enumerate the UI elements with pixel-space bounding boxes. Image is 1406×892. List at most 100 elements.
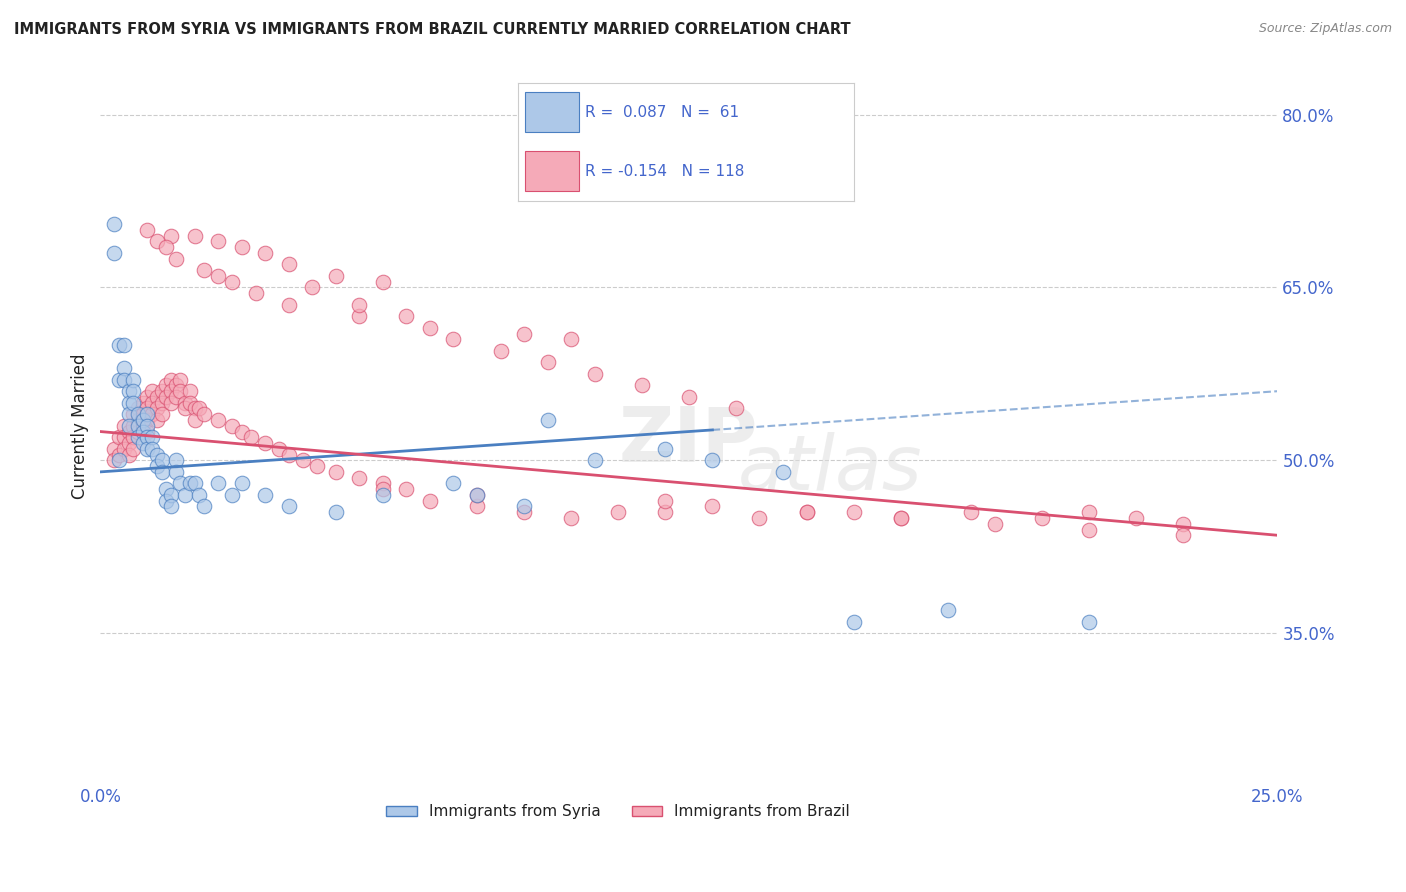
Point xyxy=(277,500,299,514)
Point xyxy=(371,488,394,502)
Point xyxy=(277,298,299,312)
Point xyxy=(630,378,652,392)
Point xyxy=(245,286,267,301)
Point xyxy=(165,252,187,266)
Point xyxy=(117,407,139,421)
Point xyxy=(654,442,676,456)
Point xyxy=(207,235,229,249)
Point xyxy=(165,465,187,479)
Point xyxy=(169,373,191,387)
Point xyxy=(277,448,299,462)
Point xyxy=(174,401,197,416)
Point xyxy=(183,413,205,427)
Point xyxy=(371,476,394,491)
Point xyxy=(1125,511,1147,525)
Point xyxy=(277,257,299,271)
Point xyxy=(349,298,371,312)
Point xyxy=(169,476,191,491)
Point xyxy=(1078,615,1101,629)
Point xyxy=(371,482,394,496)
Point xyxy=(291,453,314,467)
Point xyxy=(141,384,163,399)
Point xyxy=(155,378,177,392)
Point xyxy=(108,373,131,387)
Point xyxy=(165,390,187,404)
Point xyxy=(122,395,145,409)
Point xyxy=(984,516,1007,531)
Point xyxy=(160,500,183,514)
Legend: Immigrants from Syria, Immigrants from Brazil: Immigrants from Syria, Immigrants from B… xyxy=(381,798,856,825)
Text: ZIP: ZIP xyxy=(619,403,759,477)
Point xyxy=(103,453,125,467)
Point xyxy=(127,401,149,416)
Point xyxy=(1031,511,1053,525)
Point xyxy=(231,240,253,254)
Point xyxy=(160,384,183,399)
Point xyxy=(179,384,201,399)
Point xyxy=(136,407,159,421)
Point xyxy=(654,505,676,519)
Point xyxy=(702,500,724,514)
Point xyxy=(890,511,912,525)
Point xyxy=(325,268,347,283)
Point xyxy=(132,395,155,409)
Point xyxy=(240,430,263,444)
Point xyxy=(132,425,155,439)
Point xyxy=(122,384,145,399)
Point xyxy=(108,430,131,444)
Point xyxy=(1078,523,1101,537)
Point xyxy=(146,448,169,462)
Point xyxy=(221,418,243,433)
Point xyxy=(117,448,139,462)
Point xyxy=(1173,528,1195,542)
Point xyxy=(254,488,277,502)
Point xyxy=(183,401,205,416)
Point xyxy=(117,425,139,439)
Point xyxy=(193,500,215,514)
Point xyxy=(465,488,488,502)
Point xyxy=(132,413,155,427)
Point xyxy=(174,488,197,502)
Point xyxy=(207,476,229,491)
Point xyxy=(221,488,243,502)
Point xyxy=(513,505,536,519)
Point xyxy=(136,418,159,433)
Point xyxy=(127,425,149,439)
Point xyxy=(349,470,371,484)
Point xyxy=(513,500,536,514)
Point xyxy=(678,390,700,404)
Point xyxy=(103,442,125,456)
Point xyxy=(607,505,630,519)
Point xyxy=(560,332,582,346)
Point xyxy=(122,430,145,444)
Point xyxy=(136,442,159,456)
Point xyxy=(122,373,145,387)
Point xyxy=(179,395,201,409)
Point xyxy=(395,310,418,324)
Point xyxy=(183,476,205,491)
Point xyxy=(127,407,149,421)
Point xyxy=(796,505,818,519)
Point xyxy=(146,390,169,404)
Point xyxy=(193,263,215,277)
Point xyxy=(150,395,173,409)
Point xyxy=(112,373,135,387)
Point xyxy=(169,384,191,399)
Point xyxy=(112,418,135,433)
Point xyxy=(117,384,139,399)
Point xyxy=(325,505,347,519)
Point xyxy=(513,326,536,341)
Point xyxy=(254,246,277,260)
Point xyxy=(160,373,183,387)
Point xyxy=(305,459,328,474)
Point xyxy=(395,482,418,496)
Point xyxy=(146,401,169,416)
Point xyxy=(108,453,131,467)
Point xyxy=(127,418,149,433)
Point xyxy=(141,430,163,444)
Point xyxy=(160,228,183,243)
Point xyxy=(108,338,131,352)
Point xyxy=(536,413,558,427)
Point xyxy=(207,268,229,283)
Point xyxy=(141,395,163,409)
